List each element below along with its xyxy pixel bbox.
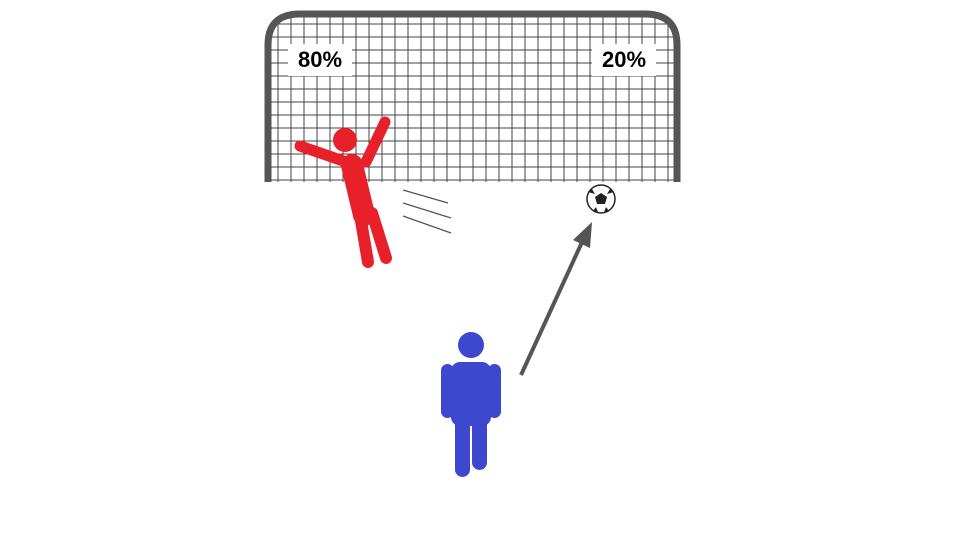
label-box [592, 44, 656, 76]
goal-frame [264, 10, 681, 182]
shot-arrow [519, 222, 592, 376]
left-percentage: 80% [298, 47, 342, 72]
goal-net [268, 14, 677, 182]
label-box [288, 44, 352, 76]
motion-lines [402, 189, 452, 234]
shooter [441, 332, 501, 477]
goalkeeper [294, 116, 392, 268]
ball [586, 184, 616, 214]
right-percentage: 20% [602, 47, 646, 72]
